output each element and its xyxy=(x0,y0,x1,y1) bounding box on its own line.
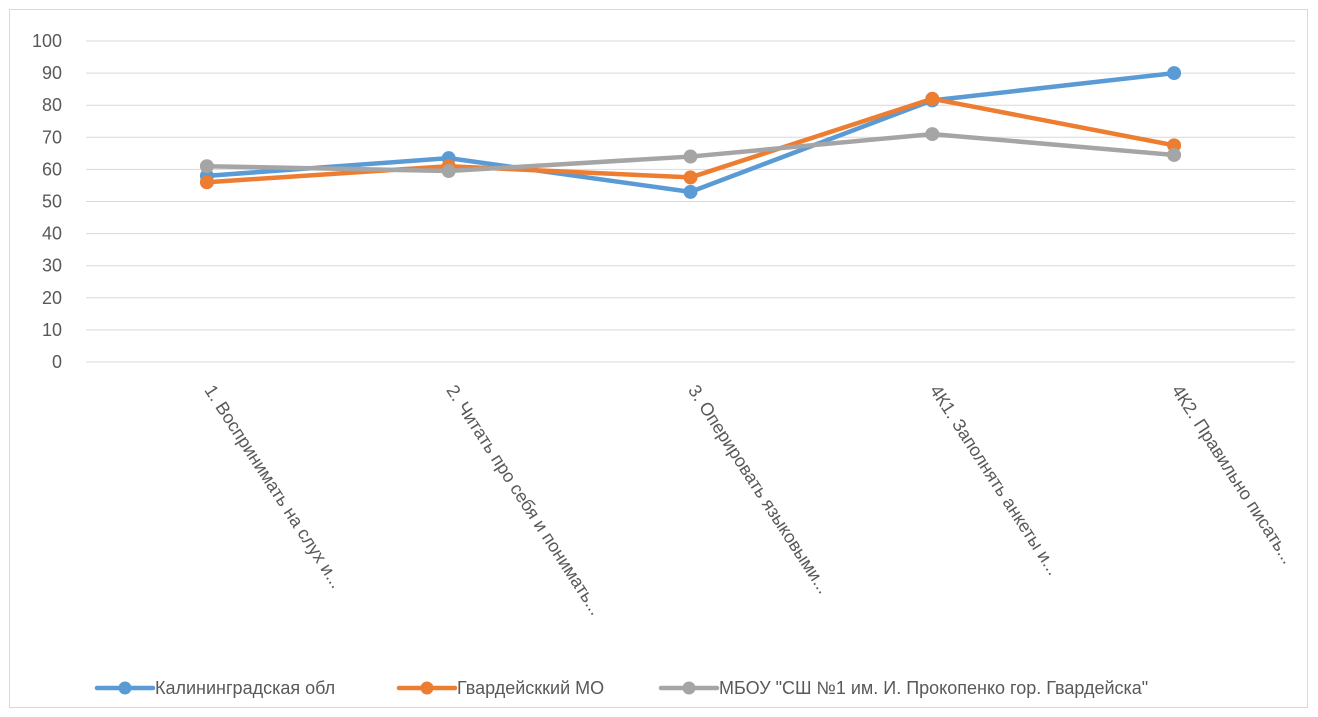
legend-item: МБОУ "СШ №1 им. И. Прокопенко гор. Гвард… xyxy=(658,678,1148,698)
x-category-label: 2. Читать про себя и понимать... xyxy=(442,381,606,618)
y-tick-label: 100 xyxy=(32,31,62,51)
legend: Калининградская обл Гвардейсккий МО МБОУ "… xyxy=(94,678,1148,698)
legend-item: Гвардейсккий МО xyxy=(396,678,604,698)
x-category-label: 4К2. Правильно писать... xyxy=(1168,381,1299,567)
legend-swatch-marker xyxy=(420,681,434,695)
y-tick-label: 40 xyxy=(42,224,62,244)
x-category-label: 4К1. Заполнять анкеты и... xyxy=(926,381,1064,578)
legend-item: Калининградская обл xyxy=(94,678,335,698)
data-point xyxy=(1167,66,1182,81)
legend-swatch-marker xyxy=(682,681,696,695)
y-tick-label: 20 xyxy=(42,288,62,308)
data-point xyxy=(199,175,214,190)
legend-label: Гвардейсккий МО xyxy=(457,678,604,698)
gridlines xyxy=(86,40,1295,363)
y-tick-label: 50 xyxy=(42,192,62,212)
data-point xyxy=(683,184,698,199)
legend-swatch-marker xyxy=(118,681,132,695)
legend-label: Калининградская обл xyxy=(155,678,335,698)
y-tick-label: 70 xyxy=(42,127,62,147)
x-axis-category-labels: 1. Воспринимать на слух и... 2. Читать пр… xyxy=(201,381,1299,618)
y-tick-label: 0 xyxy=(52,352,62,372)
data-point xyxy=(925,127,940,142)
x-category-label: 3. Оперировать языковыми... xyxy=(684,381,834,597)
legend-label: МБОУ "СШ №1 им. И. Прокопенко гор. Гвард… xyxy=(719,678,1148,698)
y-tick-label: 90 xyxy=(42,63,62,83)
x-category-label: 1. Воспринимать на слух и... xyxy=(201,381,347,591)
series-3 xyxy=(199,127,1182,179)
data-point xyxy=(683,149,698,164)
data-point xyxy=(925,91,940,106)
chart-frame xyxy=(9,9,1308,708)
data-point xyxy=(441,164,456,179)
y-tick-label: 10 xyxy=(42,320,62,340)
data-point xyxy=(199,159,214,174)
y-tick-label: 60 xyxy=(42,159,62,179)
data-point xyxy=(683,170,698,185)
y-tick-label: 30 xyxy=(42,256,62,276)
series-lines xyxy=(199,66,1182,199)
y-tick-label: 80 xyxy=(42,95,62,115)
data-point xyxy=(1167,147,1182,162)
y-axis-tick-labels: 0 10 20 30 40 50 60 70 80 90 100 xyxy=(32,31,62,372)
series-2 xyxy=(199,91,1182,190)
